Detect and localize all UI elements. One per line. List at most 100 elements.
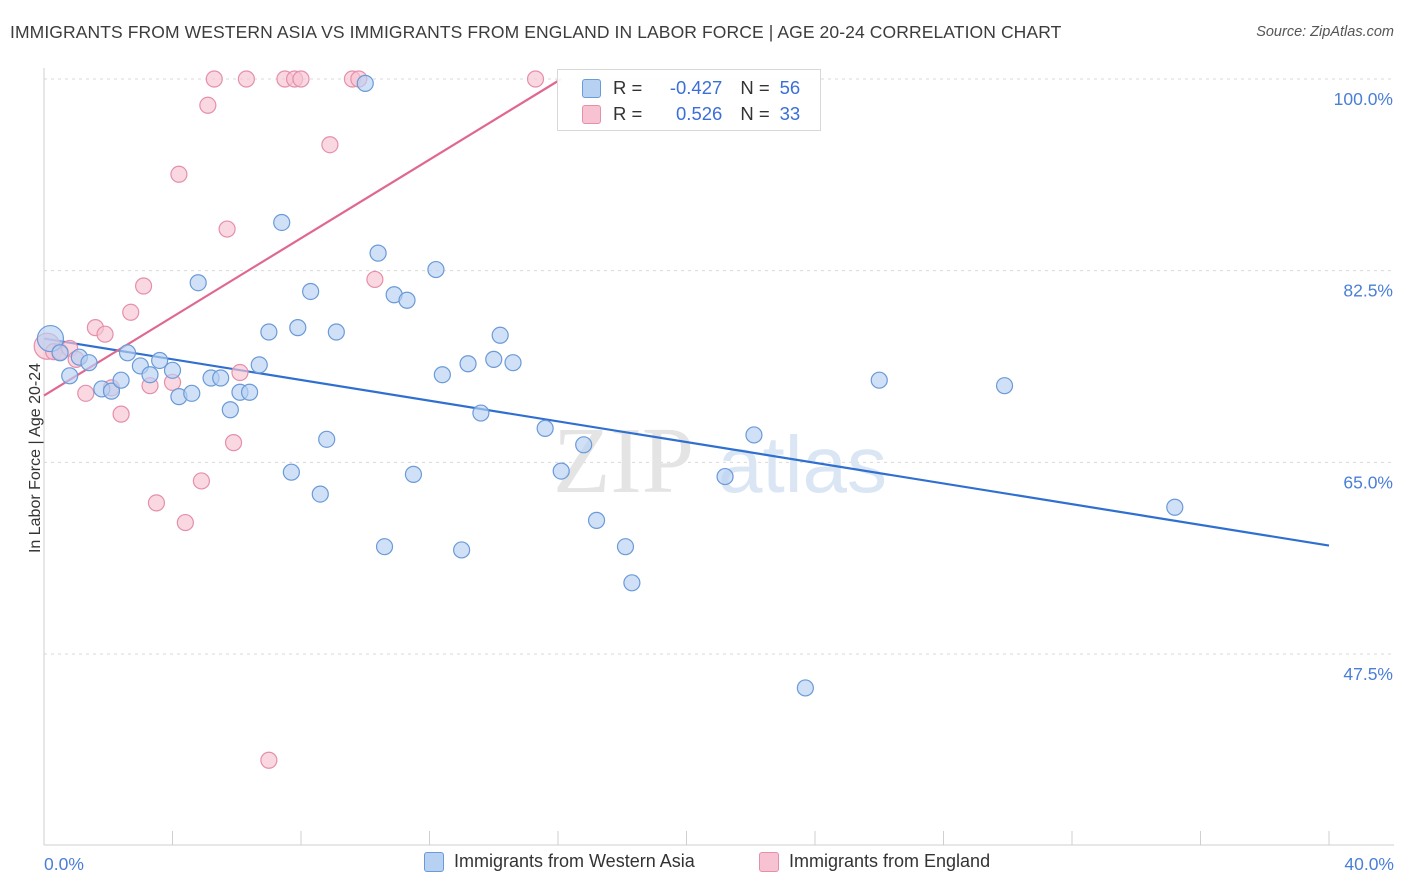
legend-swatch-pink xyxy=(582,104,601,124)
point-england xyxy=(134,277,153,295)
point-western-asia xyxy=(221,401,239,419)
point-western-asia xyxy=(118,344,137,362)
point-western-asia xyxy=(616,538,635,556)
point-england xyxy=(218,220,236,238)
point-western-asia xyxy=(995,377,1014,395)
watermark-zip: ZIP xyxy=(553,409,694,513)
legend-swatch-blue xyxy=(582,78,601,98)
point-western-asia xyxy=(796,679,814,697)
y-tick-label: 47.5% xyxy=(1343,664,1393,684)
point-western-asia xyxy=(485,350,503,368)
point-western-asia xyxy=(536,419,554,437)
point-western-asia xyxy=(183,384,201,402)
point-western-asia xyxy=(51,344,69,362)
legend-swatch-blue xyxy=(424,851,444,872)
point-western-asia xyxy=(472,404,490,422)
point-western-asia xyxy=(311,485,329,503)
point-western-asia xyxy=(716,467,734,486)
point-england xyxy=(224,434,243,452)
point-england xyxy=(260,751,278,769)
point-western-asia xyxy=(141,366,159,384)
y-axis-label: In Labor Force | Age 20-24 xyxy=(27,362,44,554)
point-western-asia xyxy=(302,282,320,301)
x-tick-labels: 0.0% 40.0% xyxy=(44,854,1394,874)
point-western-asia xyxy=(212,369,230,387)
point-western-asia xyxy=(375,538,394,556)
n-label: N = xyxy=(740,77,770,98)
point-western-asia xyxy=(356,74,374,92)
point-england xyxy=(321,136,339,154)
point-western-asia xyxy=(289,319,307,337)
r-value: -0.427 xyxy=(669,77,723,98)
point-england xyxy=(231,363,249,382)
series-western-asia-points xyxy=(36,74,1184,697)
point-western-asia xyxy=(241,383,259,401)
point-western-asia xyxy=(433,366,451,384)
point-england xyxy=(192,472,211,490)
point-western-asia xyxy=(459,355,477,373)
point-western-asia xyxy=(151,351,169,370)
point-western-asia xyxy=(163,361,182,379)
point-england xyxy=(199,96,217,114)
trend-line-england xyxy=(43,78,562,397)
bottom-legend: Immigrants from Western Asia Immigrants … xyxy=(0,851,1406,877)
legend-row-western-asia: R = -0.427 N = 56 xyxy=(582,76,800,100)
legend-row-england: R = 0.526 N = 33 xyxy=(582,102,800,126)
point-western-asia xyxy=(504,354,522,372)
x-tick-label-max: 40.0% xyxy=(1344,854,1394,874)
point-england xyxy=(77,384,95,402)
legend-item-england: Immigrants from England xyxy=(759,851,990,872)
y-tick-labels: 47.5% 65.0% 82.5% 100.0% xyxy=(1334,89,1393,684)
x-tick-label-min: 0.0% xyxy=(44,854,84,874)
point-western-asia xyxy=(260,323,278,341)
point-western-asia xyxy=(491,326,509,344)
point-western-asia xyxy=(453,541,471,559)
point-western-asia xyxy=(102,382,121,400)
y-tick-label: 65.0% xyxy=(1343,472,1393,492)
legend-swatch-pink xyxy=(759,851,779,872)
point-western-asia xyxy=(80,354,98,372)
point-western-asia xyxy=(870,371,888,389)
point-england xyxy=(237,70,255,88)
point-western-asia xyxy=(318,430,336,448)
point-western-asia xyxy=(282,463,300,481)
axes xyxy=(43,68,1394,846)
point-western-asia xyxy=(369,244,387,262)
zipatlas-watermark: ZIP atlas xyxy=(553,409,887,513)
r-label: R = xyxy=(613,103,643,124)
point-western-asia xyxy=(189,274,207,292)
point-western-asia xyxy=(745,426,763,444)
n-value: 56 xyxy=(779,77,801,98)
point-western-asia xyxy=(327,323,345,341)
gridlines xyxy=(44,78,1394,655)
watermark-atlas: atlas xyxy=(718,420,887,509)
y-tick-label: 100.0% xyxy=(1334,89,1393,109)
point-western-asia xyxy=(250,356,268,374)
point-england xyxy=(170,165,188,183)
r-value: 0.526 xyxy=(676,103,723,124)
point-england xyxy=(147,494,166,512)
point-western-asia xyxy=(575,436,593,454)
point-england xyxy=(112,405,130,423)
r-label: R = xyxy=(613,77,643,98)
point-england xyxy=(96,325,114,343)
point-england xyxy=(176,513,194,532)
legend-label: Immigrants from England xyxy=(789,851,991,871)
point-england xyxy=(122,303,140,321)
point-western-asia xyxy=(61,367,79,385)
n-label: N = xyxy=(740,103,770,124)
legend-label: Immigrants from Western Asia xyxy=(454,851,695,871)
n-value: 33 xyxy=(779,103,801,124)
legend-item-western-asia: Immigrants from Western Asia xyxy=(424,851,695,872)
y-tick-label: 82.5% xyxy=(1343,281,1393,301)
point-western-asia xyxy=(1166,498,1184,516)
point-england xyxy=(526,70,545,88)
point-western-asia xyxy=(404,465,423,483)
point-western-asia xyxy=(552,462,570,480)
point-england xyxy=(292,70,310,88)
point-western-asia xyxy=(623,574,641,592)
point-western-asia xyxy=(273,213,291,232)
point-england xyxy=(205,70,223,88)
correlation-legend: R = -0.427 N = 56 R = 0.526 N = 33 xyxy=(557,69,821,131)
